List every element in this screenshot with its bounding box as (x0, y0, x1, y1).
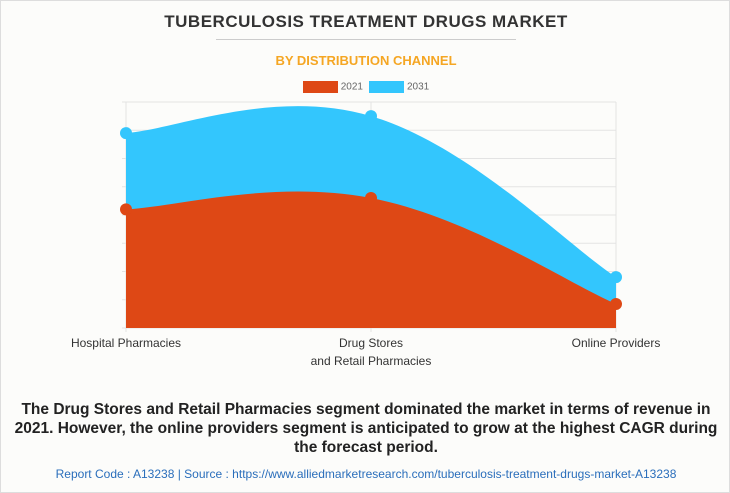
point-2021-2 (610, 297, 622, 310)
area-2021 (126, 191, 616, 328)
legend-swatch-2021 (302, 81, 338, 93)
chart-plot: Hospital Pharmacies Drug Stores and Retail… (71, 101, 661, 368)
legend-label-2021: 2021 (340, 81, 363, 93)
x-tick-label: Hospital Pharmacies (71, 336, 181, 350)
point-2031-2 (610, 271, 622, 284)
point-2031-1 (365, 110, 377, 123)
point-2021-1 (365, 192, 377, 205)
point-2031-0 (120, 127, 132, 140)
legend-item-2021[interactable]: 2021 (302, 81, 363, 93)
chart-description: The Drug Stores and Retail Pharmacies se… (14, 401, 718, 456)
x-tick-label: Drug Stores (339, 336, 403, 350)
legend: 2021 2031 (1, 81, 729, 93)
title-divider (216, 39, 516, 40)
x-tick-label: Online Providers (572, 336, 661, 350)
point-2021-0 (120, 203, 132, 216)
legend-label-2031: 2031 (407, 81, 430, 93)
x-tick-label: and Retail Pharmacies (311, 354, 432, 368)
source-footer[interactable]: Report Code : A13238 | Source : https://… (55, 467, 677, 481)
legend-item-2031[interactable]: 2031 (369, 81, 429, 93)
chart-title: TUBERCULOSIS TREATMENT DRUGS MARKET (164, 12, 568, 31)
legend-swatch-2031 (369, 81, 404, 93)
chart-subtitle: BY DISTRIBUTION CHANNEL (275, 53, 457, 68)
